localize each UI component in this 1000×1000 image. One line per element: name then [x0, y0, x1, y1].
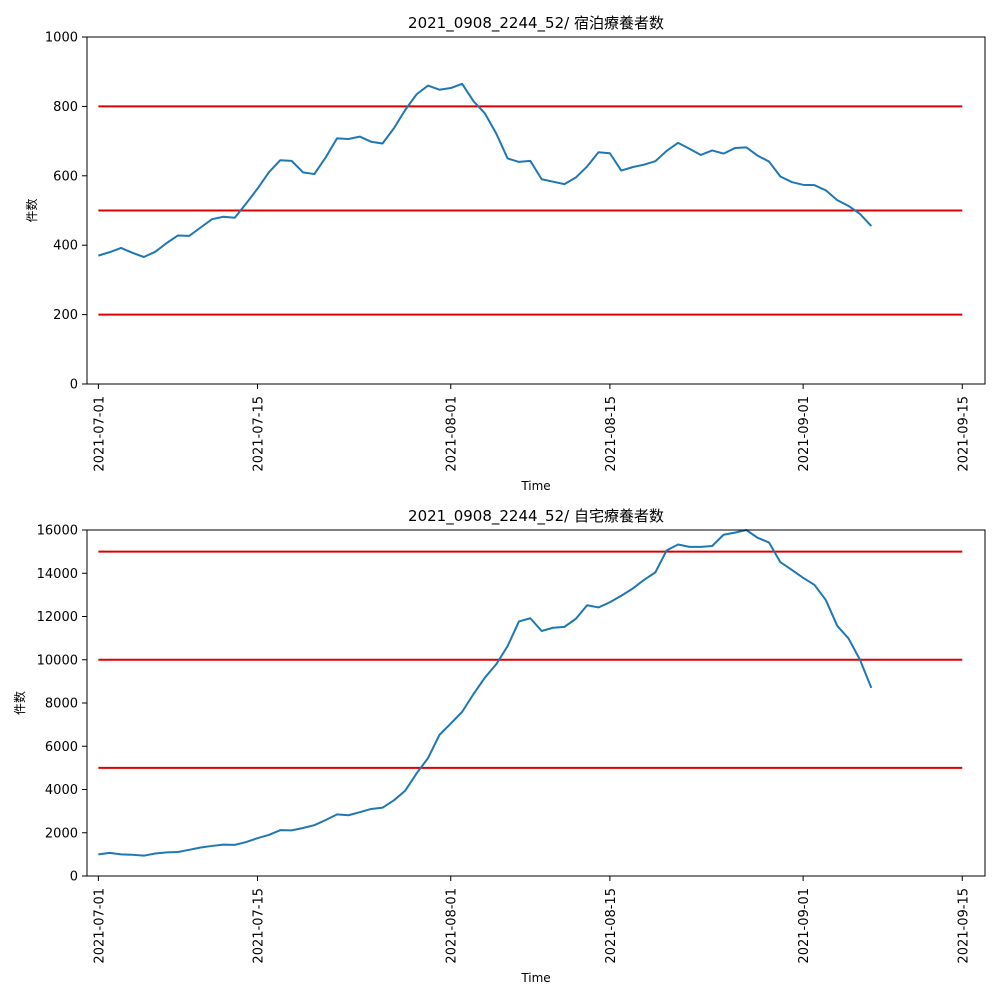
chart-title: 2021_0908_2244_52/ 宿泊療養者数 — [408, 14, 664, 33]
x-tick-label: 2021-09-15 — [956, 396, 971, 472]
y-axis-label: 件数 — [12, 691, 27, 715]
x-tick-label: 2021-09-01 — [797, 396, 812, 472]
x-tick-label: 2021-08-01 — [445, 888, 460, 964]
y-tick-label: 0 — [70, 870, 78, 885]
x-tick-label: 2021-07-01 — [92, 396, 107, 472]
plot-area-frame — [86, 529, 986, 877]
x-tick-label: 2021-09-01 — [797, 888, 812, 964]
x-tick-label: 2021-07-15 — [252, 888, 267, 964]
x-tick-label: 2021-09-15 — [956, 888, 971, 964]
chart-panel-2: 2021_0908_2244_52/ 自宅療養者数 0 2000 4000 6000 80… — [12, 507, 986, 985]
x-tick-label: 2021-07-01 — [92, 888, 107, 964]
y-axis-label: 件数 — [24, 198, 39, 222]
chart-panel-1: 2021_0908_2244_52/ 宿泊療養者数 0 200 400 600 800 10… — [24, 14, 986, 493]
y-tick-label: 10000 — [37, 653, 78, 668]
y-tick-label: 400 — [53, 239, 78, 254]
x-tick-label: 2021-08-15 — [604, 888, 619, 964]
y-tick-label: 600 — [53, 169, 78, 184]
y-tick-label: 12000 — [37, 610, 78, 625]
y-tick-label: 14000 — [37, 567, 78, 582]
series-line-1 — [98, 529, 873, 857]
y-tick-label: 800 — [53, 100, 78, 115]
x-axis-label: Time — [520, 479, 550, 493]
chart-title: 2021_0908_2244_52/ 自宅療養者数 — [408, 507, 664, 526]
y-tick-label: 6000 — [45, 740, 78, 755]
y-tick-label: 16000 — [37, 524, 78, 539]
y-tick-label: 200 — [53, 308, 78, 323]
x-tick-label: 2021-08-01 — [445, 396, 460, 472]
x-tick-label: 2021-08-15 — [604, 396, 619, 472]
y-tick-label: 8000 — [45, 697, 78, 712]
y-tick-label: 4000 — [45, 783, 78, 798]
x-axis-label: Time — [520, 971, 550, 985]
y-tick-label: 0 — [70, 378, 78, 393]
series-line-1 — [98, 82, 873, 258]
plot-area-frame — [86, 36, 986, 385]
y-tick-label: 1000 — [45, 31, 78, 46]
x-tick-label: 2021-07-15 — [252, 396, 267, 472]
y-tick-label: 2000 — [45, 826, 78, 841]
